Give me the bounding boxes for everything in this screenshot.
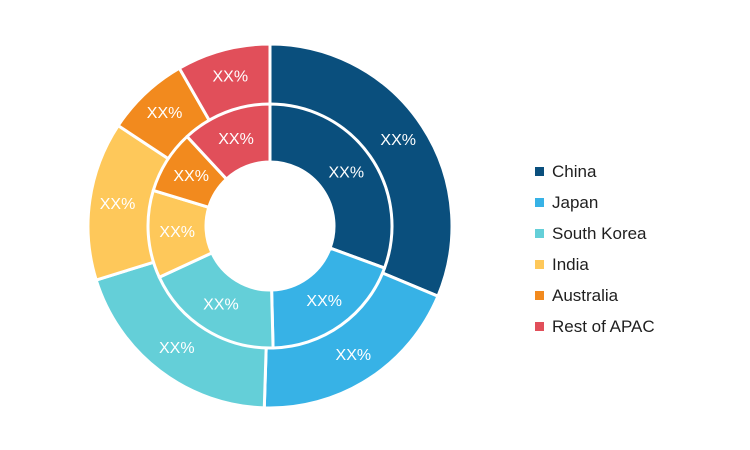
inner-slice-rest-of-apac	[185, 102, 272, 181]
inner-slice-label: XX%	[173, 168, 209, 185]
legend: China Japan South Korea India Australia …	[535, 156, 655, 342]
legend-item-china: China	[535, 156, 655, 187]
legend-label: China	[552, 161, 597, 181]
legend-label: Australia	[552, 285, 619, 305]
legend-item-rest-of-apac: Rest of APAC	[535, 311, 655, 342]
inner-slice-label: XX%	[218, 131, 254, 148]
outer-slice-label: XX%	[159, 340, 195, 357]
legend-item-japan: Japan	[535, 187, 655, 218]
inner-ring	[146, 102, 394, 350]
legend-swatch	[535, 291, 544, 300]
legend-item-australia: Australia	[535, 280, 655, 311]
outer-ring	[86, 42, 454, 410]
legend-item-south-korea: South Korea	[535, 218, 655, 249]
inner-slice-label: XX%	[306, 293, 342, 310]
inner-slice-label: XX%	[203, 296, 239, 313]
legend-swatch	[535, 167, 544, 176]
outer-slice-label: XX%	[380, 132, 416, 149]
outer-slice-label: XX%	[213, 69, 249, 86]
legend-swatch	[535, 322, 544, 331]
inner-slice-label: XX%	[328, 164, 364, 181]
outer-slice-label: XX%	[100, 196, 136, 213]
legend-item-india: India	[535, 249, 655, 280]
legend-label: Japan	[552, 192, 599, 212]
legend-label: India	[552, 254, 589, 274]
legend-label: South Korea	[552, 223, 647, 243]
outer-slice-label: XX%	[147, 105, 183, 122]
legend-swatch	[535, 198, 544, 207]
legend-swatch	[535, 260, 544, 269]
inner-slice-china	[268, 102, 394, 270]
outer-slice-label: XX%	[336, 347, 372, 364]
slice-labels: XX% XX% XX% XX% XX% XX% XX% XX% XX% XX% XX% XX%	[100, 69, 416, 364]
legend-label: Rest of APAC	[552, 316, 655, 336]
inner-slice-label: XX%	[159, 224, 195, 241]
legend-swatch	[535, 229, 544, 238]
